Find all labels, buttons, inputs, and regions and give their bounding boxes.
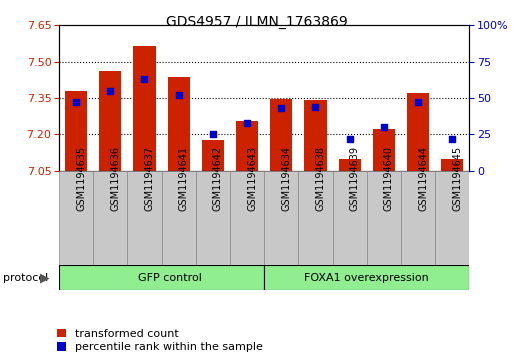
Bar <box>99 72 122 171</box>
Bar <box>407 93 429 171</box>
Bar <box>127 171 162 265</box>
Bar <box>59 265 264 290</box>
Bar <box>367 171 401 265</box>
Point <box>209 131 217 137</box>
Bar <box>264 171 299 265</box>
Text: protocol: protocol <box>3 273 48 283</box>
Text: GFP control: GFP control <box>138 273 202 283</box>
Bar <box>59 171 93 265</box>
Legend: transformed count, percentile rank within the sample: transformed count, percentile rank withi… <box>57 329 263 352</box>
Point <box>277 105 285 111</box>
Bar <box>202 140 224 171</box>
Text: GSM1194643: GSM1194643 <box>247 146 257 211</box>
Bar <box>264 265 469 290</box>
Text: ▶: ▶ <box>41 271 50 284</box>
Bar <box>93 171 127 265</box>
Bar <box>65 91 87 171</box>
Bar <box>435 171 469 265</box>
Bar <box>168 77 190 171</box>
Bar <box>133 46 155 171</box>
Text: GDS4957 / ILMN_1763869: GDS4957 / ILMN_1763869 <box>166 15 347 29</box>
Text: GSM1194641: GSM1194641 <box>179 146 189 211</box>
Bar <box>332 171 367 265</box>
Bar <box>230 171 264 265</box>
Text: GSM1194636: GSM1194636 <box>110 146 120 211</box>
Bar <box>236 121 258 171</box>
Text: FOXA1 overexpression: FOXA1 overexpression <box>304 273 429 283</box>
Bar <box>299 171 332 265</box>
Bar <box>270 99 292 171</box>
Bar <box>162 171 196 265</box>
Bar <box>373 130 395 171</box>
Text: GSM1194638: GSM1194638 <box>315 146 325 211</box>
Point <box>448 136 457 142</box>
Text: GSM1194642: GSM1194642 <box>213 146 223 211</box>
Text: GSM1194645: GSM1194645 <box>452 146 462 211</box>
Point <box>106 88 114 94</box>
Bar <box>441 159 463 171</box>
Point <box>141 76 149 82</box>
Point <box>414 99 422 105</box>
Bar <box>401 171 435 265</box>
Point <box>346 136 354 142</box>
Point <box>72 99 80 105</box>
Text: GSM1194634: GSM1194634 <box>281 146 291 211</box>
Text: GSM1194635: GSM1194635 <box>76 146 86 211</box>
Text: GSM1194637: GSM1194637 <box>145 146 154 211</box>
Bar <box>196 171 230 265</box>
Point <box>243 120 251 126</box>
Point <box>380 124 388 130</box>
Text: GSM1194644: GSM1194644 <box>418 146 428 211</box>
Point <box>174 92 183 98</box>
Bar <box>339 159 361 171</box>
Text: GSM1194639: GSM1194639 <box>350 146 360 211</box>
Text: GSM1194640: GSM1194640 <box>384 146 394 211</box>
Bar <box>304 101 327 171</box>
Point <box>311 104 320 110</box>
